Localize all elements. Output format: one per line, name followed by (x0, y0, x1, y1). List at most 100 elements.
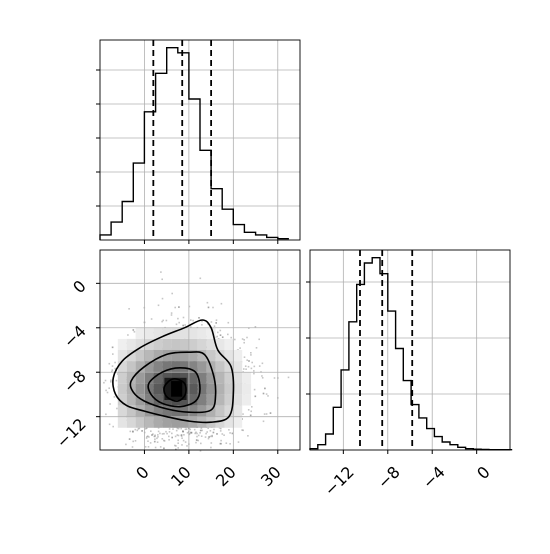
density-cell (242, 383, 252, 395)
scatter-point (251, 406, 253, 408)
scatter-point (112, 425, 114, 428)
scatter-point (174, 435, 177, 438)
scatter-point (111, 365, 114, 367)
density-cell (117, 361, 127, 373)
scatter-point (216, 433, 218, 435)
scatter-point (247, 435, 249, 437)
scatter-point (201, 429, 203, 432)
scatter-point (183, 434, 185, 436)
scatter-point (153, 440, 156, 443)
scatter-point (206, 431, 208, 433)
scatter-point (261, 362, 264, 365)
density-cell (126, 361, 136, 373)
scatter-point (190, 431, 193, 434)
scatter-point (141, 430, 143, 432)
scatter-point (157, 430, 160, 433)
scatter-point (171, 292, 173, 295)
scatter-point (247, 409, 250, 411)
density-cell (188, 372, 198, 384)
density-cell (171, 350, 180, 362)
scatter-point (192, 319, 194, 322)
scatter-point (151, 434, 153, 436)
density-cell (117, 372, 127, 384)
scatter-point (163, 439, 165, 442)
scatter-point (207, 427, 209, 429)
scatter-point (221, 336, 224, 338)
scatter-point (243, 339, 245, 341)
density-cell (117, 383, 127, 395)
scatter-point (116, 407, 118, 410)
scatter-point (258, 365, 261, 367)
scatter-point (182, 316, 185, 319)
scatter-point (182, 324, 184, 327)
density-cell (188, 405, 198, 417)
scatter-point (253, 372, 255, 375)
scatter-point (180, 435, 183, 437)
density-cell (188, 327, 198, 339)
density-cell (224, 372, 234, 384)
density-cell (153, 394, 163, 406)
scatter-point (111, 346, 114, 349)
density-cell (233, 350, 243, 362)
scatter-point (157, 427, 160, 429)
scatter-point (114, 361, 116, 364)
scatter-point (132, 329, 135, 331)
scatter-point (241, 338, 244, 340)
scatter-point (177, 439, 179, 442)
scatter-point (196, 435, 198, 438)
scatter-point (250, 367, 253, 370)
scatter-point (115, 379, 118, 382)
density-cell (224, 416, 234, 428)
scatter-point (137, 428, 140, 430)
density-cell (188, 383, 198, 395)
scatter-point (157, 304, 160, 307)
scatter-point (182, 430, 184, 433)
scatter-point (111, 369, 114, 371)
scatter-point (165, 430, 167, 433)
density-cell (135, 350, 145, 362)
scatter-point (229, 443, 231, 445)
scatter-point (250, 410, 252, 413)
density-cell (126, 372, 136, 384)
scatter-point (216, 433, 218, 435)
scatter-point (144, 428, 147, 430)
scatter-point (171, 436, 173, 439)
scatter-point (132, 430, 134, 433)
scatter-point (180, 434, 183, 436)
scatter-point (168, 439, 170, 441)
scatter-point (213, 325, 216, 327)
scatter-point (198, 317, 200, 319)
scatter-point (174, 444, 176, 447)
density-cell (197, 350, 207, 362)
scatter-point (199, 277, 202, 280)
scatter-point (198, 317, 200, 319)
scatter-point (190, 432, 193, 434)
density-cell (117, 394, 127, 406)
density-cell (144, 394, 154, 406)
scatter-point (219, 442, 222, 445)
scatter-point (136, 429, 139, 432)
scatter-point (170, 312, 173, 314)
scatter-point (172, 428, 174, 430)
density-cell (215, 383, 225, 395)
scatter-point (261, 377, 264, 379)
scatter-point (244, 365, 247, 367)
scatter-point (242, 429, 244, 432)
scatter-point (230, 336, 232, 339)
scatter-point (103, 381, 105, 384)
scatter-point (132, 430, 134, 433)
scatter-point (166, 432, 168, 435)
density-cell (188, 361, 198, 373)
scatter-point (234, 338, 236, 341)
scatter-point (207, 306, 210, 309)
density-cell (153, 416, 163, 428)
scatter-point (263, 413, 266, 415)
density-cell (188, 350, 198, 362)
density-cell (153, 361, 163, 373)
scatter-point (108, 423, 111, 426)
scatter-point (231, 432, 234, 435)
scatter-point (210, 446, 212, 449)
density-cell (224, 350, 234, 362)
scatter-point (253, 388, 256, 391)
